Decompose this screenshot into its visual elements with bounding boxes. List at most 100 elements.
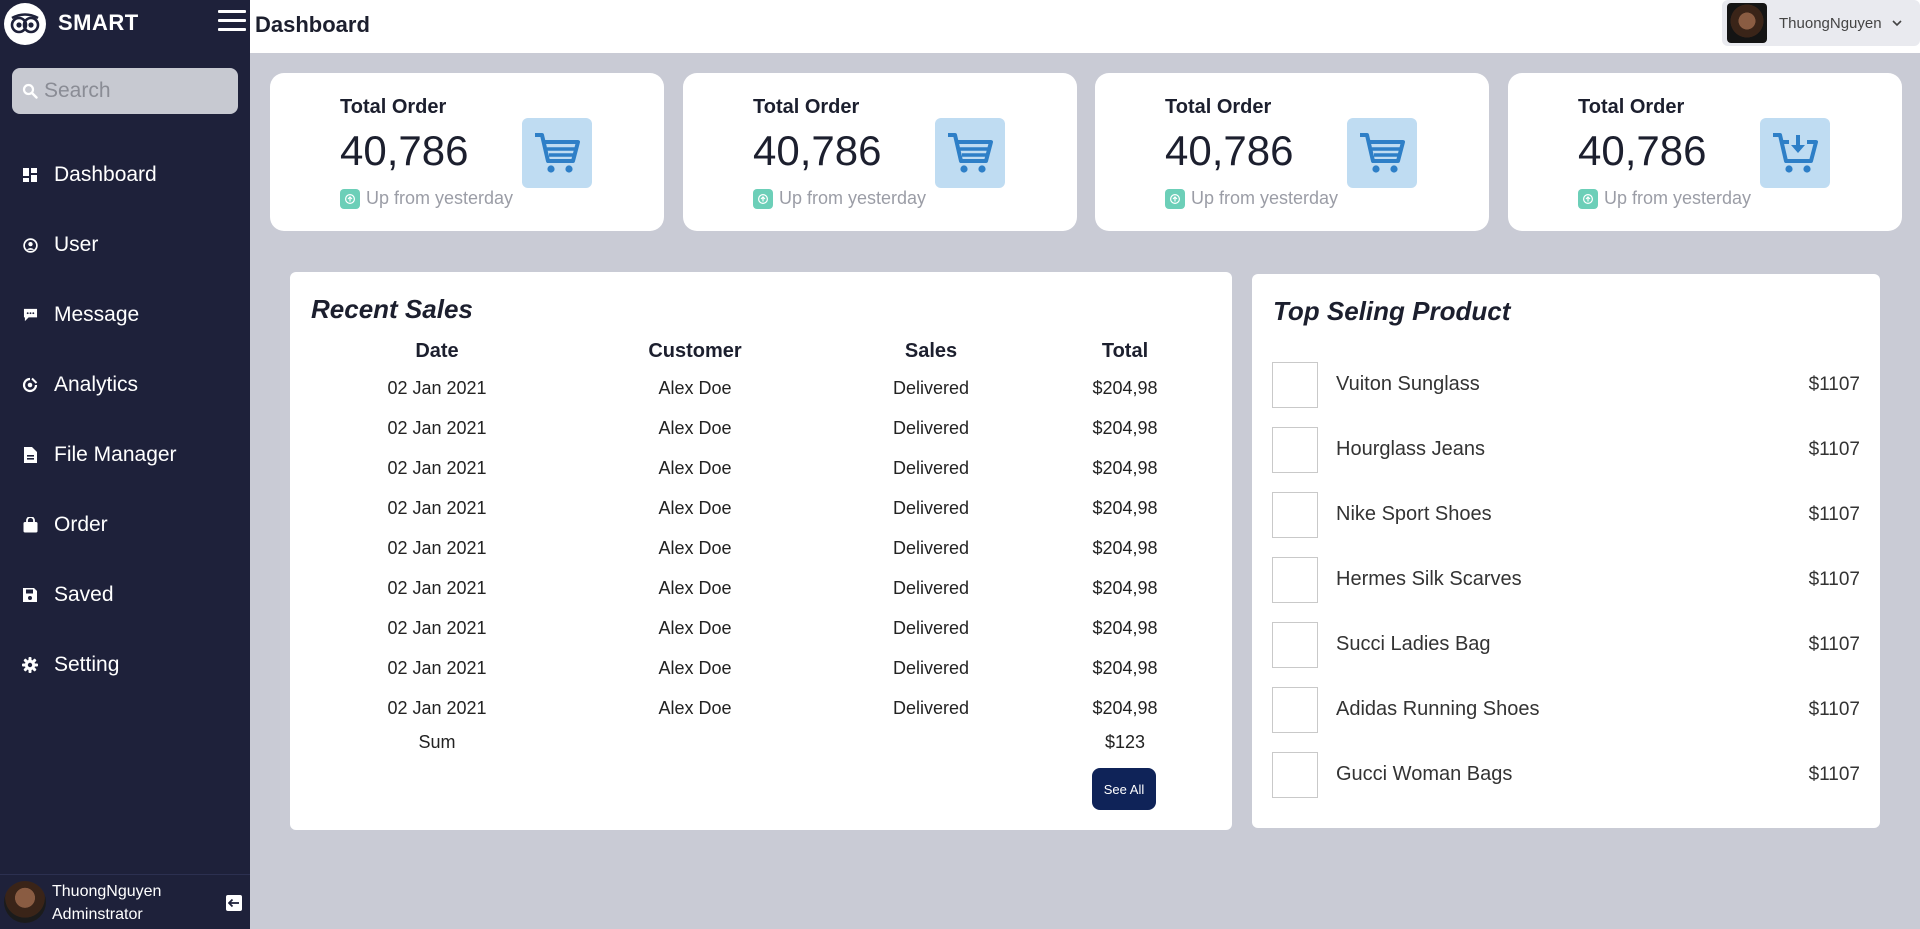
stat-card-value: 40,786	[340, 127, 469, 174]
trend-up-icon	[753, 188, 773, 209]
sidebar-item-dashboard[interactable]: Dashboard	[0, 140, 250, 210]
cart-icon	[935, 118, 1005, 188]
search-input[interactable]	[44, 79, 224, 103]
product-price: $1107	[1808, 438, 1860, 460]
cart-icon	[1347, 118, 1417, 188]
cell-date: 02 Jan 2021	[387, 697, 487, 718]
cell-customer: Alex Doe	[658, 577, 732, 598]
cell-date: 02 Jan 2021	[387, 497, 487, 518]
sidebar-item-label: Message	[54, 303, 140, 326]
cart-icon	[522, 118, 592, 188]
list-item[interactable]: Vuiton Sunglass $1107	[1272, 352, 1860, 417]
product-name: Hermes Silk Scarves	[1336, 568, 1522, 590]
sidebar-item-label: File Manager	[54, 443, 177, 466]
cell-sales: Delivered	[892, 417, 970, 438]
table-row: 02 Jan 2021 Alex Doe Delivered $204,98	[290, 568, 1232, 608]
recent-sales-table: Date Customer Sales Total 02 Jan 2021 Al…	[290, 334, 1232, 756]
recent-sales-panel: Recent Sales Date Customer Sales Total 0…	[290, 272, 1232, 830]
product-price: $1107	[1808, 373, 1860, 395]
product-name: Succi Ladies Bag	[1336, 633, 1491, 655]
table-row: 02 Jan 2021 Alex Doe Delivered $204,98	[290, 688, 1232, 728]
list-item[interactable]: Hermes Silk Scarves $1107	[1272, 547, 1860, 612]
product-image	[1272, 426, 1318, 473]
cell-date: 02 Jan 2021	[387, 657, 487, 678]
user-menu[interactable]: ThuongNguyen	[1722, 0, 1920, 46]
cell-customer: Alex Doe	[658, 417, 732, 438]
cell-sales: Delivered	[892, 577, 970, 598]
top-products-panel: Top Seling Product Vuiton Sunglass $1107…	[1252, 274, 1880, 828]
list-item[interactable]: Adidas Running Shoes $1107	[1272, 677, 1860, 742]
sum-label: Sum	[418, 731, 456, 752]
brand-name: SMART	[58, 10, 139, 35]
topbar: Dashboard ThuongNguyen	[250, 0, 1920, 53]
sidebar: SMART Dashboard User Message	[0, 0, 250, 929]
table-sum-row: Sum $123	[290, 728, 1232, 756]
file-icon	[22, 447, 38, 463]
product-price: $1107	[1808, 568, 1860, 590]
logout-icon[interactable]	[226, 895, 242, 911]
table-row: 02 Jan 2021 Alex Doe Delivered $204,98	[290, 608, 1232, 648]
cell-sales: Delivered	[892, 697, 970, 718]
brand: SMART	[0, 0, 250, 46]
stat-card-trend-text: Up from yesterday	[1191, 188, 1339, 208]
cell-date: 02 Jan 2021	[387, 577, 487, 598]
sidebar-item-label: Saved	[54, 583, 114, 606]
cell-sales: Delivered	[892, 617, 970, 638]
stat-card-title: Total Order	[1578, 96, 1685, 118]
list-item[interactable]: Hourglass Jeans $1107	[1272, 417, 1860, 482]
sidebar-item-message[interactable]: Message	[0, 280, 250, 350]
table-row: 02 Jan 2021 Alex Doe Delivered $204,98	[290, 528, 1232, 568]
stat-card-value: 40,786	[1578, 127, 1707, 174]
cell-total: $204,98	[1092, 697, 1158, 718]
column-header-customer: Customer	[648, 339, 742, 362]
stat-card: Total Order 40,786 Up from yesterday	[1508, 73, 1902, 231]
cell-customer: Alex Doe	[658, 657, 732, 678]
product-image	[1272, 686, 1318, 733]
cell-total: $204,98	[1092, 457, 1158, 478]
trend-up-icon	[1165, 188, 1185, 209]
cell-total: $204,98	[1092, 617, 1158, 638]
cell-sales: Delivered	[892, 537, 970, 558]
user-icon	[22, 237, 38, 253]
list-item[interactable]: Gucci Woman Bags $1107	[1272, 742, 1860, 807]
menu-toggle-icon[interactable]	[218, 10, 248, 34]
gear-icon	[22, 657, 38, 673]
stat-card: Total Order 40,786 Up from yesterday	[270, 73, 664, 231]
stat-card-trend-text: Up from yesterday	[366, 188, 514, 208]
product-name: Vuiton Sunglass	[1336, 373, 1480, 395]
sidebar-item-label: Setting	[54, 653, 120, 676]
cell-date: 02 Jan 2021	[387, 617, 487, 638]
list-item[interactable]: Nike Sport Shoes $1107	[1272, 482, 1860, 547]
avatar	[4, 881, 46, 923]
top-products-title: Top Seling Product	[1273, 296, 1511, 326]
sidebar-item-order[interactable]: Order	[0, 490, 250, 560]
product-name: Gucci Woman Bags	[1336, 763, 1513, 785]
sidebar-item-label: Analytics	[54, 373, 139, 396]
stat-card: Total Order 40,786 Up from yesterday	[683, 73, 1077, 231]
cell-sales: Delivered	[892, 657, 970, 678]
user-name: ThuongNguyen	[1779, 14, 1882, 32]
sidebar-item-user[interactable]: User	[0, 210, 250, 280]
see-all-button[interactable]: See All	[1092, 768, 1156, 810]
stat-card-title: Total Order	[340, 96, 447, 118]
save-icon	[22, 587, 38, 603]
cell-total: $204,98	[1092, 577, 1158, 598]
sidebar-item-analytics[interactable]: Analytics	[0, 350, 250, 420]
search-icon	[22, 83, 38, 99]
cell-total: $204,98	[1092, 377, 1158, 398]
stat-card-trend: Up from yesterday	[1165, 188, 1338, 209]
cell-date: 02 Jan 2021	[387, 377, 487, 398]
sidebar-item-file-manager[interactable]: File Manager	[0, 420, 250, 490]
cell-date: 02 Jan 2021	[387, 537, 487, 558]
search-box[interactable]	[12, 68, 238, 114]
sidebar-item-saved[interactable]: Saved	[0, 560, 250, 630]
table-row: 02 Jan 2021 Alex Doe Delivered $204,98	[290, 368, 1232, 408]
sidebar-item-setting[interactable]: Setting	[0, 630, 250, 700]
product-image	[1272, 361, 1318, 408]
cell-sales: Delivered	[892, 497, 970, 518]
cell-customer: Alex Doe	[658, 457, 732, 478]
bag-icon	[22, 517, 38, 533]
recent-sales-title: Recent Sales	[311, 294, 473, 324]
list-item[interactable]: Succi Ladies Bag $1107	[1272, 612, 1860, 677]
cell-total: $204,98	[1092, 537, 1158, 558]
